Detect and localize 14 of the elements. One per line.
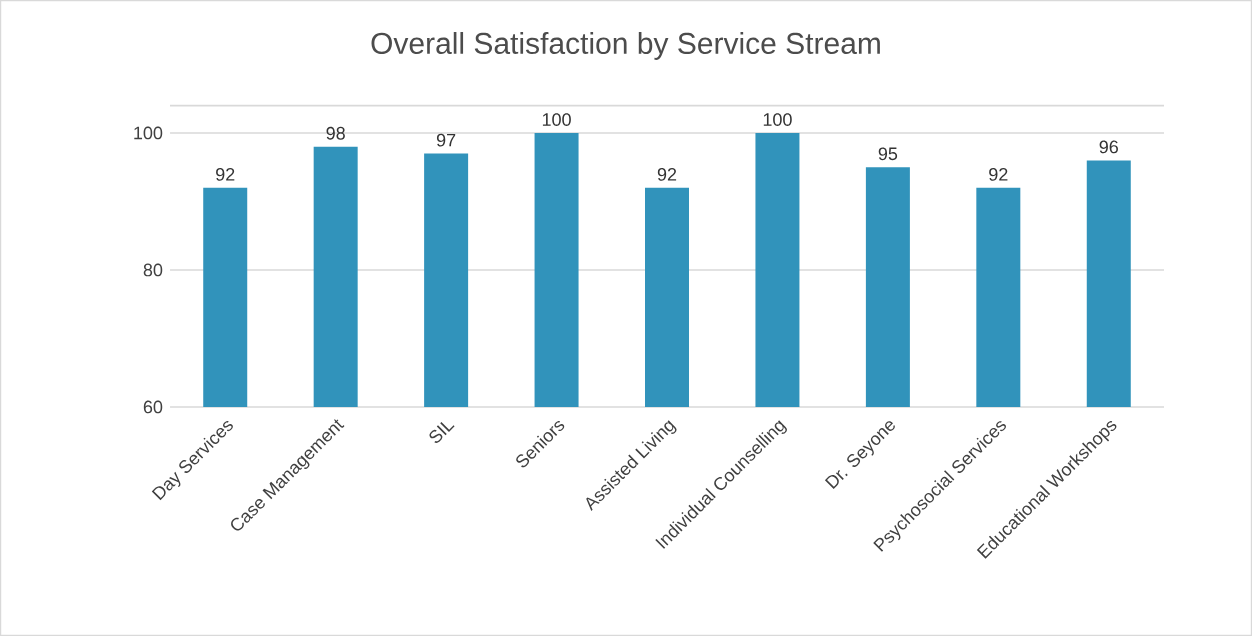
y-tick-label: 80 [143,263,163,277]
y-tick-label: 100 [134,126,163,140]
data-label: 100 [542,113,571,126]
data-label: 92 [989,167,1008,181]
data-label: 98 [326,126,345,140]
data-label: 92 [657,167,677,181]
chart-title: Overall Satisfaction by Service Stream [371,32,880,60]
data-label: 97 [436,133,456,147]
data-label: 92 [216,167,235,181]
data-label: 100 [763,113,792,126]
y-tick-label: 60 [143,400,163,414]
data-label: 96 [1099,140,1118,154]
data-label: 95 [878,147,898,161]
x-tick-label: SIL [429,421,455,443]
